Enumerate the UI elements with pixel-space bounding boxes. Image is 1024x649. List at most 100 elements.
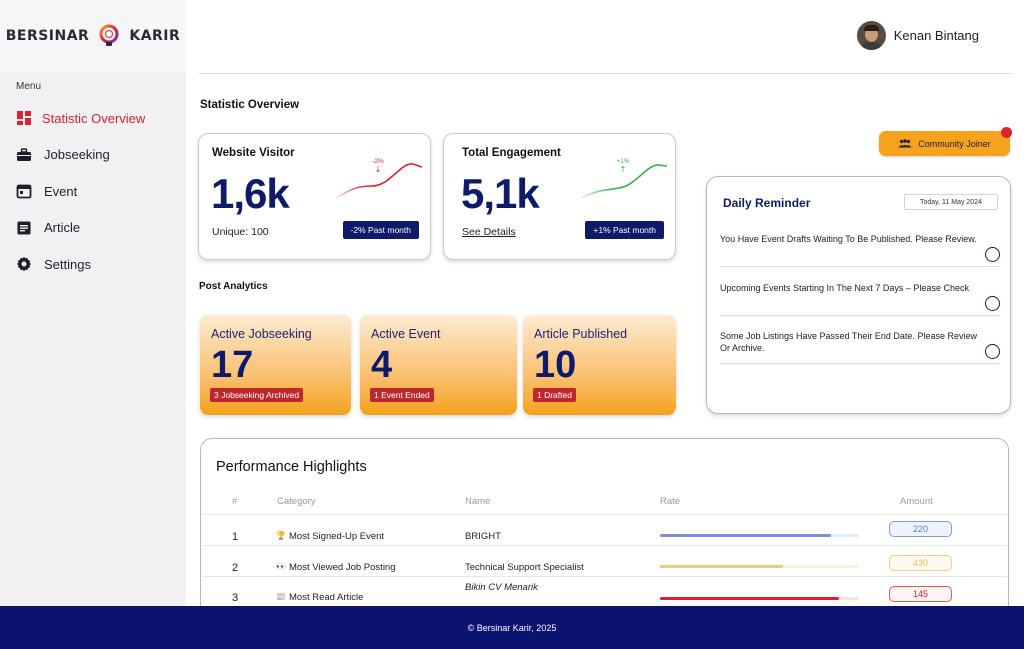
column-header-name: Name: [465, 496, 491, 507]
sidebar-nav: Statistic Overview Jobseeking Event Arti…: [0, 100, 186, 283]
row-name: BRIGHT: [465, 531, 501, 542]
header-divider: [199, 73, 1012, 74]
reminder-text: Upcoming Events Starting In The Next 7 D…: [720, 283, 969, 293]
calendar-icon: [16, 183, 32, 199]
rate-bar-fill: [660, 597, 840, 600]
row-amount-badge: 430: [889, 555, 952, 571]
see-details-link[interactable]: See Details: [462, 226, 516, 238]
reminder-check-circle[interactable]: [985, 247, 1000, 262]
footer-copyright: © Bersinar Karir, 2025: [467, 622, 557, 633]
reminder-text: Some Job Listings Have Passed Their End …: [720, 331, 977, 353]
reminder-check-circle[interactable]: [985, 296, 1000, 311]
sidebar-item-label: Jobseeking: [44, 147, 110, 163]
row-name: Bikin CV Menarik: [465, 582, 538, 593]
reminder-item: Upcoming Events Starting In The Next 7 D…: [720, 283, 1000, 316]
category-icon: 👀: [276, 562, 286, 571]
active-event-card[interactable]: Active Event 4 1 Event Ended: [360, 315, 517, 415]
user-name: Kenan Bintang: [893, 28, 979, 43]
community-joiner-button[interactable]: Community Joiner: [879, 131, 1010, 156]
sidebar-item-label: Settings: [44, 256, 91, 272]
menu-label: Menu: [16, 81, 42, 92]
sidebar-item-label: Statistic Overview: [42, 110, 146, 126]
card-title: Active Event: [371, 327, 441, 341]
category-icon: 📰: [276, 592, 286, 601]
row-rank: 1: [232, 531, 239, 543]
unique-visitors: Unique: 100: [212, 226, 269, 238]
brand-name-left: BERSINAR: [5, 28, 90, 44]
row-rank: 3: [232, 592, 239, 604]
engagement-change-badge: +1% Past month: [585, 221, 664, 239]
user-profile[interactable]: Kenan Bintang: [856, 21, 979, 50]
community-joiner-label: Community Joiner: [918, 138, 991, 149]
reminder-item: You Have Event Drafts Waiting To Be Publ…: [720, 234, 1000, 267]
lightbulb-logo-icon: [99, 24, 119, 46]
row-amount-badge: 145: [889, 586, 952, 602]
gear-icon: [16, 256, 32, 272]
card-tag: 3 Jobseeking Archived: [210, 388, 304, 402]
category-icon: 🏆: [276, 531, 286, 540]
post-analytics-title: Post Analytics: [199, 281, 268, 292]
visitor-change-badge: -2% Past month: [342, 221, 419, 239]
dashboard-icon: [16, 110, 32, 126]
column-header-amount: Amount: [900, 496, 933, 507]
engagement-trend-label: +1%: [616, 158, 629, 165]
sidebar: BERSINAR KARIR Menu Statistic Overview J…: [0, 0, 186, 606]
row-category: Most Read Article: [289, 592, 364, 603]
total-engagement-card: Total Engagement 5,1k +1% ↑ See Details …: [443, 133, 676, 260]
table-row[interactable]: 3 📰 Most Read Article Bikin CV Menarik 145: [202, 576, 1007, 607]
engagement-sparkline: +1% ↑: [580, 158, 668, 199]
statistic-overview-title: Statistic Overview: [200, 99, 300, 111]
brand-logo[interactable]: BERSINAR KARIR: [0, 0, 186, 72]
performance-highlights-table: Performance Highlights # Category Name R…: [200, 438, 1009, 638]
visitor-count: 1,6k: [211, 170, 290, 217]
reminder-text: You Have Event Drafts Waiting To Be Publ…: [720, 234, 977, 244]
people-icon: [898, 139, 912, 148]
sidebar-item-label: Event: [44, 183, 78, 199]
visitor-trend-label: -2%: [372, 158, 384, 165]
brand-name-right: KARIR: [129, 28, 181, 44]
reminder-date: Today, 11 May 2024: [904, 194, 998, 210]
article-icon: [16, 220, 32, 236]
active-jobseeking-card[interactable]: Active Jobseeking 17 3 Jobseeking Archiv…: [200, 315, 351, 415]
card-title: Active Jobseeking: [211, 327, 312, 341]
engagement-count: 5,1k: [461, 170, 540, 217]
card-value: 4: [371, 344, 393, 386]
card-tag: 1 Drafted: [533, 388, 576, 402]
rate-bar-fill: [660, 534, 832, 537]
sidebar-item-jobseeking[interactable]: Jobseeking: [0, 137, 186, 174]
sidebar-item-article[interactable]: Article: [0, 210, 186, 247]
table-row[interactable]: 1 🏆 Most Signed-Up Event BRIGHT 220: [202, 514, 1007, 545]
rate-bar-fill: [660, 565, 784, 568]
row-name: Technical Support Specialist: [465, 562, 584, 573]
row-rank: 2: [232, 562, 239, 574]
notification-dot: [1001, 127, 1012, 138]
website-visitor-card: Website Visitor 1,6k -2% ↓ Unique: 100 -…: [198, 133, 431, 260]
reminder-title: Daily Reminder: [723, 196, 811, 210]
reminder-check-circle[interactable]: [985, 344, 1000, 359]
visitor-sparkline: -2% ↓: [335, 158, 423, 199]
row-category: Most Viewed Job Posting: [289, 562, 396, 573]
daily-reminder-panel: Daily Reminder Today, 11 May 2024 You Ha…: [706, 176, 1011, 414]
table-row[interactable]: 2 👀 Most Viewed Job Posting Technical Suppo…: [202, 545, 1007, 576]
sidebar-item-statistic-overview[interactable]: Statistic Overview: [0, 100, 186, 137]
card-value: 17: [211, 344, 254, 386]
briefcase-icon: [16, 147, 32, 163]
card-title: Website Visitor: [212, 147, 295, 159]
reminder-item: Some Job Listings Have Passed Their End …: [720, 331, 1000, 364]
sidebar-item-event[interactable]: Event: [0, 173, 186, 210]
arrow-down-icon: ↓: [375, 165, 382, 174]
rate-bar: [660, 534, 859, 537]
sidebar-item-label: Article: [44, 220, 81, 236]
sidebar-item-settings[interactable]: Settings: [0, 246, 186, 283]
arrow-up-icon: ↑: [620, 165, 627, 174]
card-tag: 1 Event Ended: [370, 388, 434, 402]
card-title: Total Engagement: [462, 147, 561, 159]
article-published-card[interactable]: Article Published 10 1 Drafted: [523, 315, 676, 415]
avatar: [856, 21, 886, 50]
row-amount-badge: 220: [889, 521, 952, 537]
footer: © Bersinar Karir, 2025: [0, 606, 1024, 649]
column-header-category: Category: [277, 496, 316, 507]
column-header-rank: #: [232, 496, 238, 507]
column-header-rate: Rate: [660, 496, 681, 507]
row-category: Most Signed-Up Event: [289, 531, 385, 542]
